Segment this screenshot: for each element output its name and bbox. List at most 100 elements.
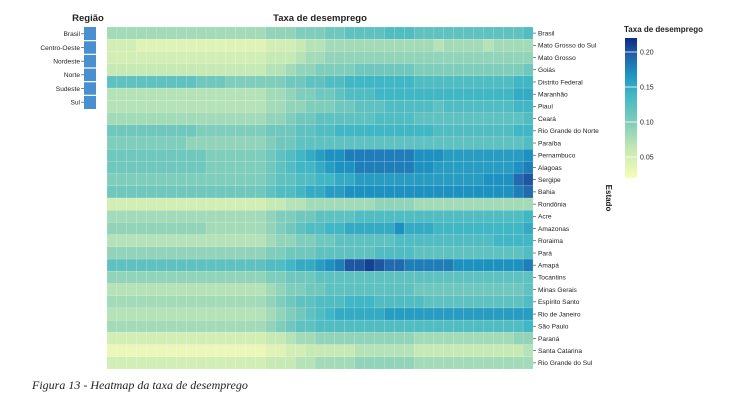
heatmap-cell (522, 234, 534, 248)
legend-title: Taxa de desemprego (624, 25, 703, 34)
state-label: Alagoas (538, 165, 563, 172)
heatmap-cell (116, 148, 128, 162)
heatmap-cell (116, 39, 128, 52)
heatmap-cell (176, 210, 187, 223)
heatmap-cell (522, 344, 534, 358)
heatmap-cell (413, 112, 425, 125)
heatmap-cell (156, 185, 167, 199)
heatmap-cell (265, 197, 276, 211)
heatmap-cell (354, 271, 365, 284)
heatmap-cell (374, 222, 385, 235)
heatmap-cell (473, 258, 484, 272)
heatmap-cell (285, 197, 296, 211)
heatmap-cell (344, 124, 355, 138)
heatmap-cell (304, 295, 316, 309)
heatmap-cell (453, 148, 464, 162)
heatmap-cell (354, 51, 365, 64)
heatmap-cell (186, 161, 197, 174)
heatmap-cell (483, 210, 494, 223)
heatmap-cell (334, 344, 346, 358)
heatmap-cell (463, 185, 474, 199)
heatmap-cell (324, 356, 336, 370)
state-label: Maranhão (538, 91, 568, 98)
heatmap-cell (463, 75, 474, 89)
heatmap-cell (473, 319, 484, 333)
heatmap-cell (314, 161, 326, 174)
heatmap-cell (265, 148, 276, 162)
heatmap-cell (404, 51, 415, 64)
heatmap-cell (503, 87, 514, 101)
heatmap-cell (443, 283, 454, 296)
heatmap-cell (423, 75, 435, 89)
heatmap-cell (503, 258, 514, 272)
heatmap-cell (512, 258, 524, 272)
heatmap-cell (205, 185, 217, 199)
heatmap-cell (384, 197, 395, 211)
heatmap-cell (126, 75, 137, 89)
heatmap-cell (423, 210, 435, 223)
heatmap-cell (106, 148, 118, 162)
heatmap-cell (473, 63, 484, 77)
heatmap-cell (404, 283, 415, 296)
heatmap-cell (176, 173, 187, 187)
heatmap-cell (314, 100, 326, 113)
heatmap-cell (245, 246, 256, 260)
state-label: Minas Gerais (538, 287, 578, 294)
heatmap-cell (126, 51, 137, 64)
heatmap-cell (106, 63, 118, 77)
heatmap-cell (334, 258, 346, 272)
heatmap-cell (195, 161, 207, 174)
heatmap-cell (334, 75, 346, 89)
heatmap-cell (126, 356, 137, 370)
heatmap-cell (295, 295, 306, 309)
heatmap-cell (344, 283, 355, 296)
heatmap-cell (166, 210, 177, 223)
heatmap-cell (394, 246, 405, 260)
heatmap-cell (334, 148, 346, 162)
heatmap-cell (245, 210, 256, 223)
heatmap-cell (116, 51, 128, 64)
heatmap-cell (314, 26, 326, 40)
heatmap-cell (374, 112, 385, 125)
heatmap-cell (364, 161, 375, 174)
heatmap-cell (413, 148, 425, 162)
heatmap-cell (483, 136, 494, 150)
heatmap-cell (116, 87, 128, 101)
heatmap-cell (275, 100, 286, 113)
heatmap-cell (384, 136, 395, 150)
heatmap-cell (512, 210, 524, 223)
heatmap-cell (186, 234, 197, 248)
heatmap-cell (354, 319, 365, 333)
heatmap-cell (106, 161, 118, 174)
legend-tick-label: 0.05 (640, 155, 654, 162)
heatmap-cell (404, 332, 415, 345)
heatmap-cell (166, 271, 177, 284)
heatmap-cell (493, 124, 504, 138)
heatmap-cell (364, 51, 375, 64)
heatmap-cell (195, 246, 207, 260)
heatmap-cell (512, 197, 524, 211)
heatmap-cell (205, 307, 217, 321)
heatmap-cell (453, 210, 464, 223)
heatmap-cell (324, 197, 336, 211)
heatmap-cell (423, 100, 435, 113)
heatmap-cell (245, 197, 256, 211)
heatmap-cell (265, 87, 276, 101)
heatmap-cell (364, 344, 375, 358)
heatmap-cell (344, 51, 355, 64)
heatmap-cell (156, 75, 167, 89)
heatmap-cell (512, 63, 524, 77)
heatmap-cell (522, 112, 534, 125)
heatmap-cell (116, 234, 128, 248)
heatmap-cell (285, 344, 296, 358)
heatmap-cell (245, 307, 256, 321)
heatmap-cell (186, 75, 197, 89)
heatmap-cell (225, 112, 237, 125)
heatmap-cell (116, 136, 128, 150)
heatmap-cell (295, 87, 306, 101)
heatmap-cell (186, 39, 197, 52)
heatmap-cell (176, 332, 187, 345)
heatmap-cell (364, 124, 375, 138)
heatmap-cell (443, 173, 454, 187)
heatmap-cell (205, 173, 217, 187)
